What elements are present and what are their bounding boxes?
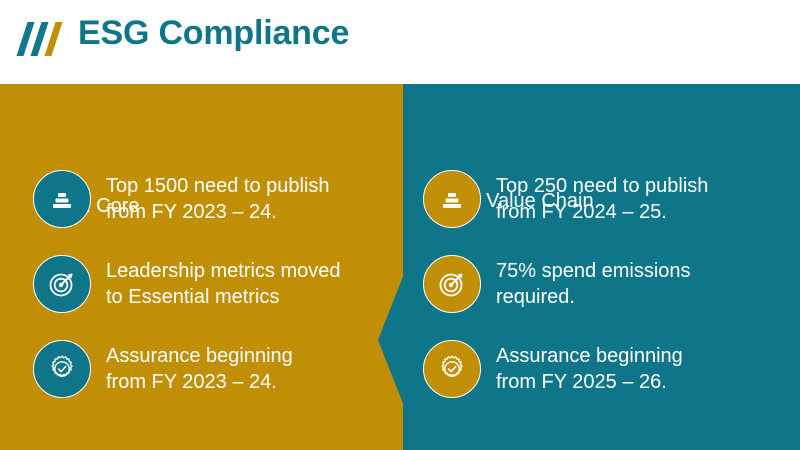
target-arrow-icon xyxy=(33,255,91,313)
list-item: 75% spend emissions required. xyxy=(423,255,691,313)
pyramid-stack-icon xyxy=(423,170,481,228)
list-item-text: Top 250 need to publish from FY 2024 – 2… xyxy=(496,175,709,223)
certified-badge-icon xyxy=(423,340,481,398)
list-item: Top 1500 need to publish from FY 2023 – … xyxy=(33,170,330,228)
pyramid-stack-icon xyxy=(33,170,91,228)
slash-mark-3-icon xyxy=(44,22,63,56)
list-item: Assurance beginning from FY 2025 – 26. xyxy=(423,340,683,398)
list-item-text: Assurance beginning from FY 2023 – 24. xyxy=(106,345,293,393)
page-title: ESG Compliance xyxy=(78,14,350,52)
certified-badge-icon xyxy=(33,340,91,398)
panel-brsr-value-chain: BRSR Value Chain Top 250 need to publish… xyxy=(403,84,800,450)
title-bar: ESG Compliance xyxy=(0,0,800,84)
list-item-text: 75% spend emissions required. xyxy=(496,260,691,308)
list-item-text: Assurance beginning from FY 2025 – 26. xyxy=(496,345,683,393)
panel-brsr-core: BRSR Core Top 1500 need to publish from … xyxy=(0,84,403,450)
list-item: Top 250 need to publish from FY 2024 – 2… xyxy=(423,170,708,228)
list-item-text: Leadership metrics moved to Essential me… xyxy=(106,260,341,308)
list-item: Leadership metrics moved to Essential me… xyxy=(33,255,341,313)
list-item-text: Top 1500 need to publish from FY 2023 – … xyxy=(106,175,330,223)
slash-accent-icon xyxy=(16,22,80,56)
list-item: Assurance beginning from FY 2023 – 24. xyxy=(33,340,293,398)
target-arrow-icon xyxy=(423,255,481,313)
